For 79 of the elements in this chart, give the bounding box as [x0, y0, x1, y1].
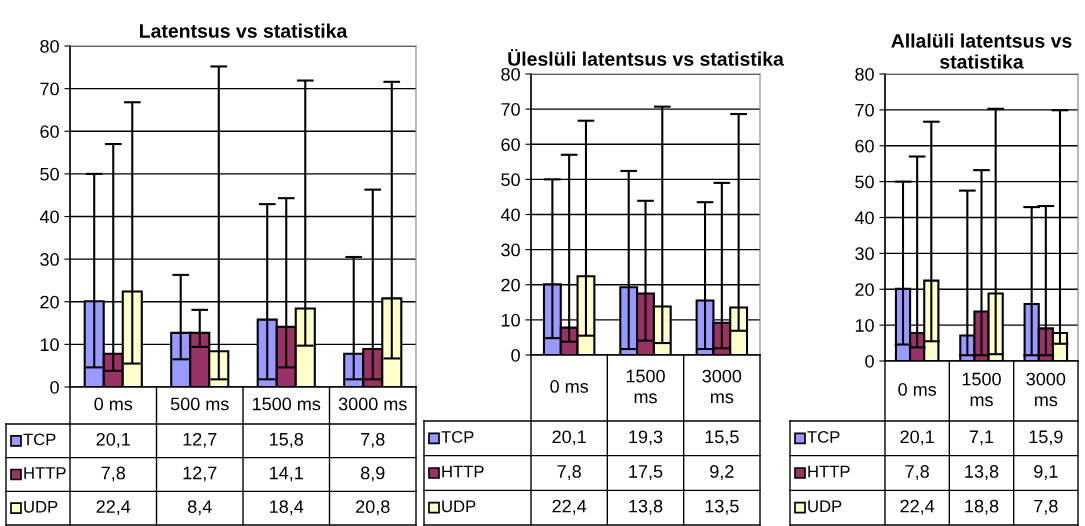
data-label: 18,8 [965, 499, 999, 515]
data-label: 20,1 [552, 430, 586, 446]
y-tick-label: 20 [501, 278, 520, 292]
y-tick-label: 80 [855, 67, 874, 81]
y-tick-label: 60 [40, 125, 59, 138]
data-label: 17,5 [629, 465, 663, 480]
y-tick-label: 10 [501, 313, 520, 327]
data-label: 7,8 [101, 466, 126, 482]
data-label: 12,7 [183, 466, 217, 482]
y-tick-label: 0 [865, 354, 874, 368]
legend-label: UDP [442, 500, 476, 513]
legend-label: HTTP [808, 465, 850, 478]
y-tick-label: 60 [501, 138, 520, 151]
data-label: 7,1 [969, 430, 994, 446]
data-label: 7,8 [361, 432, 385, 448]
data-label: 13,8 [629, 499, 663, 515]
chart-title: Üleslüli latentsus vs statistika [508, 49, 784, 66]
data-label: 22,4 [552, 499, 587, 515]
legend-label: TCP [441, 431, 474, 443]
y-tick-label: 70 [501, 103, 520, 116]
data-label: 20,8 [356, 500, 390, 516]
data-label: 8,4 [187, 500, 212, 516]
x-tick-label: 0 ms [550, 380, 589, 393]
data-label: 15,8 [270, 432, 304, 448]
y-tick-label: 40 [854, 211, 874, 225]
data-label: 22,4 [900, 499, 935, 515]
data-label: 15,5 [705, 430, 739, 446]
data-label: 7,8 [905, 465, 929, 480]
data-label: 9,2 [710, 465, 734, 480]
data-label: 22,4 [96, 500, 131, 516]
chart-title: Allalüli latentsus vs statistika [891, 33, 1072, 69]
legend-label: UDP [24, 501, 58, 513]
y-tick-label: 70 [40, 82, 59, 96]
data-label: 12,7 [183, 432, 217, 448]
data-label: 13,8 [965, 465, 999, 480]
data-label: 19,3 [629, 430, 663, 446]
y-tick-label: 50 [40, 167, 59, 181]
data-label: 20,1 [900, 430, 934, 446]
data-label: 18,4 [270, 500, 304, 516]
y-tick-label: 30 [40, 253, 59, 266]
y-tick-label: 20 [40, 295, 59, 309]
y-tick-label: 80 [501, 67, 520, 81]
legend-label: HTTP [24, 467, 66, 479]
x-tick-label: 3000 ms [702, 369, 742, 404]
y-tick-label: 50 [501, 173, 520, 187]
y-tick-label: 70 [855, 103, 874, 117]
x-tick-label: 0 ms [94, 397, 133, 411]
y-tick-label: 60 [855, 139, 874, 153]
x-tick-label: 500 ms [170, 397, 229, 411]
y-tick-label: 80 [40, 39, 59, 53]
data-label: 7,8 [557, 465, 581, 480]
y-tick-label: 30 [501, 243, 520, 257]
data-label: 15,9 [1029, 430, 1063, 446]
x-tick-label: 3000 ms [1026, 372, 1066, 407]
legend-label: TCP [23, 433, 56, 446]
x-tick-label: 1500 ms [962, 372, 1001, 407]
y-tick-label: 40 [39, 210, 59, 224]
y-tick-label: 20 [855, 283, 874, 296]
data-label: 13,5 [705, 499, 739, 515]
x-tick-label: 1500 ms [626, 369, 665, 404]
x-tick-label: 3000 ms [338, 397, 407, 411]
x-tick-label: 0 ms [898, 383, 937, 396]
y-tick-label: 10 [40, 338, 59, 352]
data-label: 8,9 [360, 466, 385, 482]
data-label: 20,1 [96, 432, 130, 448]
y-tick-label: 50 [855, 175, 874, 189]
legend-label: TCP [807, 431, 840, 443]
y-tick-label: 40 [500, 208, 520, 222]
x-tick-label: 1500 ms [253, 397, 321, 411]
legend-label: HTTP [442, 465, 484, 478]
chart-title: Latentsus vs statistika [140, 23, 348, 38]
data-label: 7,8 [1034, 499, 1058, 515]
y-tick-label: 10 [855, 319, 874, 332]
y-tick-label: 0 [50, 380, 59, 394]
legend-label: UDP [808, 500, 842, 513]
y-tick-label: 0 [511, 348, 520, 362]
data-label: 14,1 [270, 466, 303, 482]
data-label: 9,1 [1034, 465, 1058, 480]
y-tick-label: 30 [855, 247, 874, 261]
